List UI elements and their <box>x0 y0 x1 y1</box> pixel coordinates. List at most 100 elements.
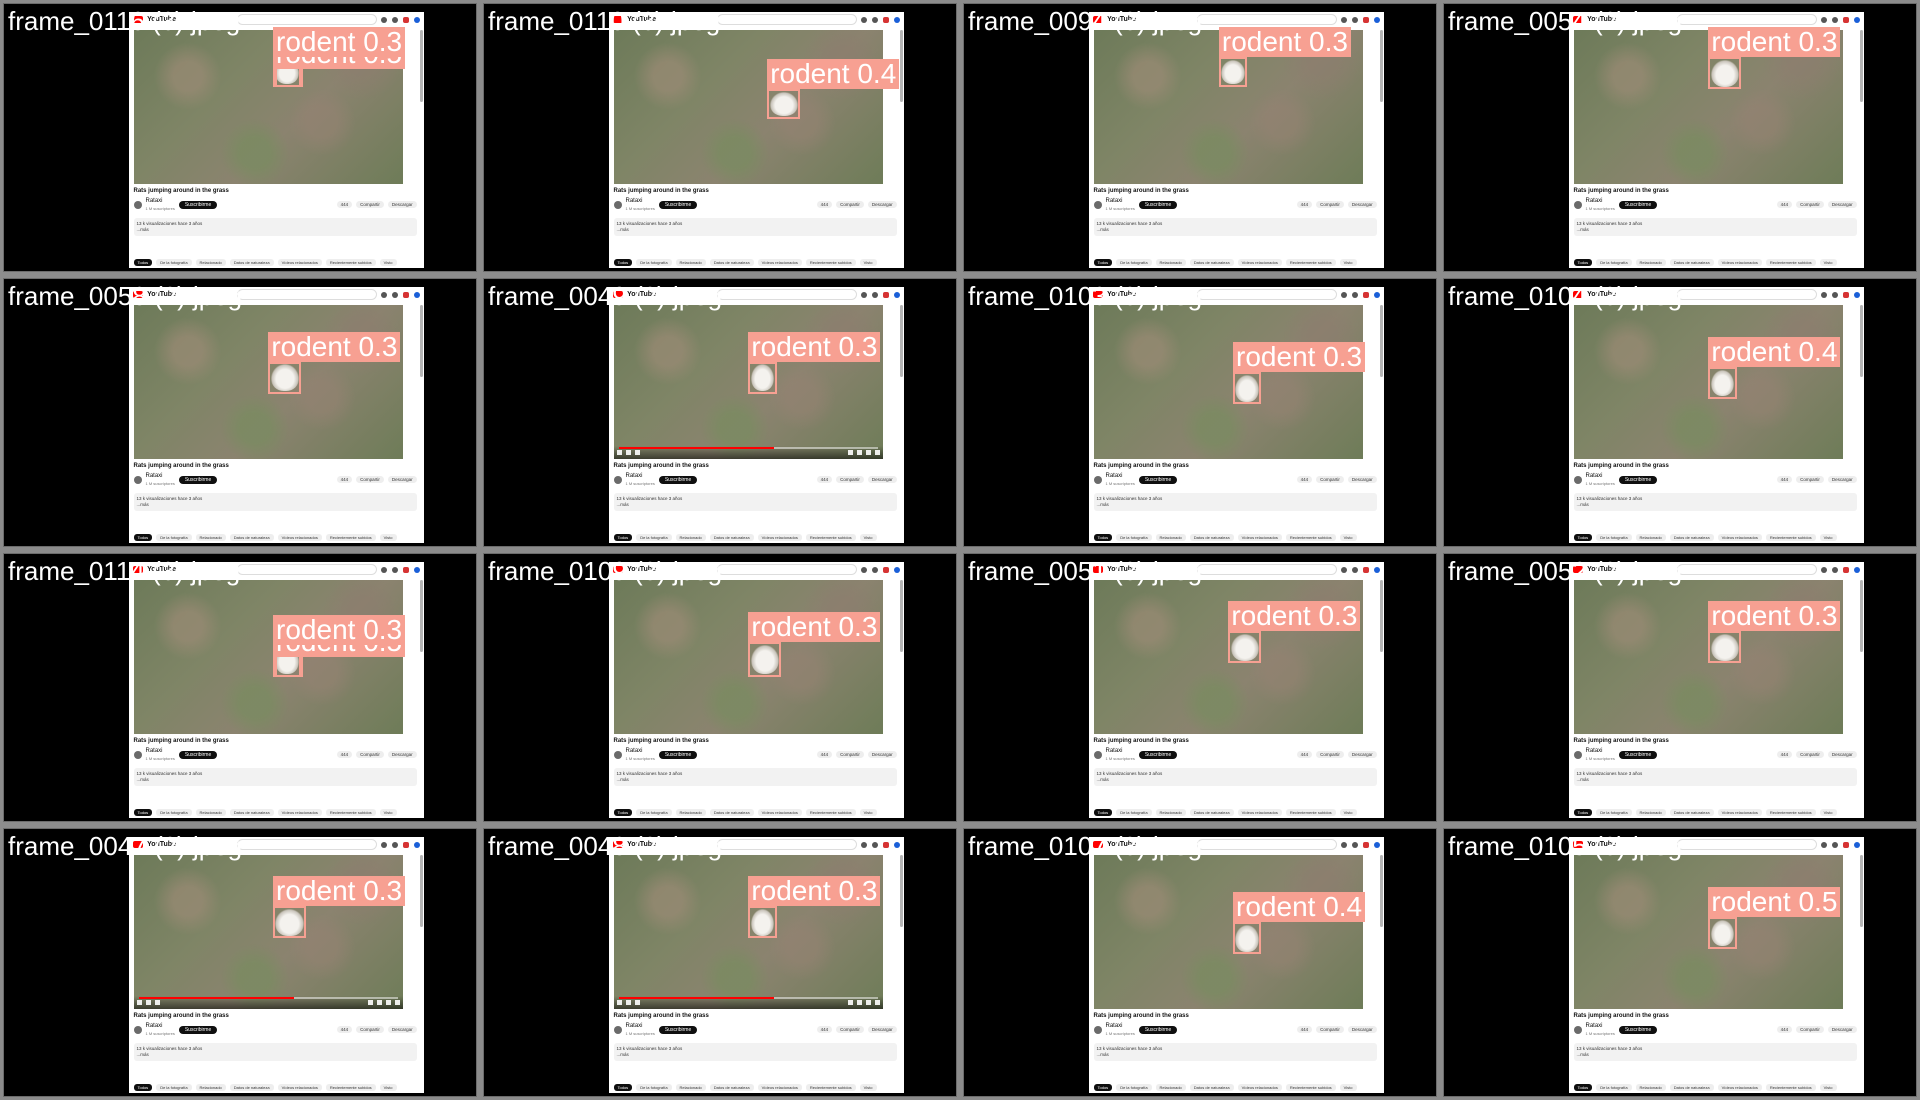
miniplayer-icon[interactable] <box>857 449 863 455</box>
subscribe-button[interactable]: Suscribirme <box>658 200 698 209</box>
microphone-icon[interactable] <box>381 16 388 23</box>
scrollbar[interactable] <box>1860 579 1863 652</box>
channel-avatar[interactable] <box>1573 1025 1582 1034</box>
filter-chip[interactable]: Datos de naturaleza <box>1669 259 1714 267</box>
filter-chip[interactable]: Datos de naturaleza <box>1669 1084 1714 1092</box>
channel-avatar[interactable] <box>1093 750 1102 759</box>
filter-chip[interactable]: Relacionado <box>1635 809 1666 817</box>
filter-chip[interactable]: Vídeos relacionados <box>757 1084 802 1092</box>
notifications-icon[interactable] <box>883 16 890 23</box>
description-box[interactable]: 13 k visualizaciones hace 3 años ...más <box>1573 767 1857 786</box>
avatar-icon[interactable] <box>1854 291 1861 298</box>
filter-chip[interactable]: Recientemente subidos <box>1285 809 1336 817</box>
download-button[interactable]: Descargar <box>1827 201 1857 209</box>
notifications-icon[interactable] <box>1363 16 1370 23</box>
scrollbar[interactable] <box>1380 854 1383 927</box>
filter-chip[interactable]: De la fotografía <box>1116 1084 1152 1092</box>
subscribe-button[interactable]: Suscribirme <box>1618 475 1658 484</box>
description-box[interactable]: 13 k visualizaciones hace 3 años ...más <box>1573 217 1857 236</box>
download-button[interactable]: Descargar <box>1347 1026 1377 1034</box>
filter-chip[interactable]: Vídeos relacionados <box>277 534 322 542</box>
channel-avatar[interactable] <box>1093 1025 1102 1034</box>
youtube-logo-text[interactable]: YouTube <box>1587 16 1616 24</box>
description-more[interactable]: ...más <box>616 501 629 507</box>
filter-chip[interactable]: De la fotografía <box>636 1084 672 1092</box>
scrollbar[interactable] <box>900 579 903 652</box>
notifications-icon[interactable] <box>1363 566 1370 573</box>
share-button[interactable]: Compartir <box>836 201 864 209</box>
scrollbar[interactable] <box>1860 304 1863 377</box>
search-input[interactable] <box>1197 14 1338 26</box>
filter-chip[interactable]: Datos de naturaleza <box>1189 809 1234 817</box>
create-icon[interactable] <box>1832 16 1839 23</box>
filter-chip[interactable]: Recientemente subidos <box>1285 259 1336 267</box>
channel-name[interactable]: Rataxi <box>1585 472 1603 479</box>
channel-avatar[interactable] <box>1573 200 1582 209</box>
scrollbar[interactable] <box>1380 304 1383 377</box>
volume-icon[interactable] <box>634 999 640 1005</box>
description-box[interactable]: 13 k visualizaciones hace 3 años ...más <box>133 217 417 236</box>
filter-chip[interactable]: Vídeos relacionados <box>277 259 322 267</box>
youtube-logo-text[interactable]: YouTube <box>147 16 176 24</box>
avatar-icon[interactable] <box>1854 566 1861 573</box>
notifications-icon[interactable] <box>1843 841 1850 848</box>
description-more[interactable]: ...más <box>616 226 629 232</box>
description-more[interactable]: ...más <box>1096 776 1109 782</box>
subscribe-button[interactable]: Suscribirme <box>178 200 218 209</box>
filter-chip[interactable]: De la fotografía <box>156 259 192 267</box>
like-button[interactable]: 444 <box>1296 751 1313 759</box>
like-button[interactable]: 444 <box>336 1026 353 1034</box>
description-box[interactable]: 13 k visualizaciones hace 3 años ...más <box>1573 1042 1857 1061</box>
share-button[interactable]: Compartir <box>1316 751 1344 759</box>
subscribe-button[interactable]: Suscribirme <box>658 1025 698 1034</box>
share-button[interactable]: Compartir <box>1796 751 1824 759</box>
notifications-icon[interactable] <box>403 291 410 298</box>
filter-chip[interactable]: Recientemente subidos <box>1285 1084 1336 1092</box>
description-more[interactable]: ...más <box>1096 226 1109 232</box>
settings-icon[interactable] <box>848 449 854 455</box>
microphone-icon[interactable] <box>1341 841 1348 848</box>
filter-chip[interactable]: Recientemente subidos <box>805 809 856 817</box>
share-button[interactable]: Compartir <box>836 751 864 759</box>
avatar-icon[interactable] <box>894 16 901 23</box>
scrollbar[interactable] <box>420 29 423 102</box>
create-icon[interactable] <box>1352 566 1359 573</box>
filter-chip[interactable]: Visto <box>379 1084 397 1092</box>
notifications-icon[interactable] <box>403 566 410 573</box>
microphone-icon[interactable] <box>861 16 868 23</box>
search-input[interactable] <box>237 564 378 576</box>
scrollbar[interactable] <box>420 854 423 927</box>
filter-chip[interactable]: Relacionado <box>1635 534 1666 542</box>
youtube-logo-text[interactable]: YouTube <box>1587 566 1616 574</box>
miniplayer-icon[interactable] <box>377 999 383 1005</box>
fullscreen-icon[interactable] <box>875 449 881 455</box>
filter-chip[interactable]: Datos de naturaleza <box>709 259 754 267</box>
share-button[interactable]: Compartir <box>356 476 384 484</box>
youtube-logo-text[interactable]: YouTube <box>147 841 176 849</box>
description-more[interactable]: ...más <box>136 1051 149 1057</box>
youtube-logo-icon[interactable] <box>133 16 144 24</box>
progress-bar[interactable] <box>618 446 879 449</box>
subscribe-button[interactable]: Suscribirme <box>658 750 698 759</box>
scrollbar[interactable] <box>900 29 903 102</box>
download-button[interactable]: Descargar <box>387 476 417 484</box>
search-input[interactable] <box>237 839 378 851</box>
filter-chip[interactable]: Datos de naturaleza <box>1189 534 1234 542</box>
create-icon[interactable] <box>1352 841 1359 848</box>
youtube-logo-icon[interactable] <box>1573 841 1584 849</box>
youtube-logo-text[interactable]: YouTube <box>147 291 176 299</box>
fullscreen-icon[interactable] <box>395 999 401 1005</box>
description-box[interactable]: 13 k visualizaciones hace 3 años ...más <box>133 1042 417 1061</box>
description-more[interactable]: ...más <box>1576 226 1589 232</box>
create-icon[interactable] <box>392 841 399 848</box>
filter-chip[interactable]: Todos <box>1093 1084 1113 1092</box>
filter-chip[interactable]: Relacionado <box>1155 534 1186 542</box>
filter-chip[interactable]: De la fotografía <box>1596 534 1632 542</box>
description-box[interactable]: 13 k visualizaciones hace 3 años ...más <box>613 1042 897 1061</box>
scrollbar[interactable] <box>420 304 423 377</box>
subscribe-button[interactable]: Suscribirme <box>1618 750 1658 759</box>
filter-chip[interactable]: Todos <box>133 1084 153 1092</box>
filter-chip[interactable]: Datos de naturaleza <box>229 1084 274 1092</box>
youtube-logo-icon[interactable] <box>1573 291 1584 299</box>
search-input[interactable] <box>1677 14 1818 26</box>
